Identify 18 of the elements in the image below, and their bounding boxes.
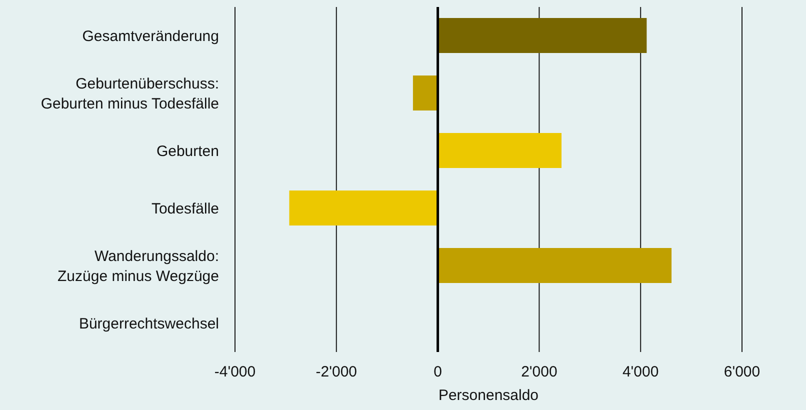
- bar: [438, 248, 672, 283]
- x-axis-title: Personensaldo: [438, 387, 539, 404]
- y-tick-label: Gesamtveränderung: [82, 28, 219, 45]
- bar: [438, 18, 647, 53]
- x-tick-label: -2'000: [316, 364, 358, 381]
- x-tick-label: 6'000: [724, 364, 760, 381]
- bar: [412, 76, 438, 110]
- y-tick-label: Todesfälle: [151, 200, 219, 218]
- x-tick-label: 2'000: [521, 364, 558, 381]
- x-tick-label: -4'000: [214, 364, 256, 381]
- y-tick-label: Geburten: [156, 142, 219, 160]
- y-tick-label: Wanderungssaldo: Zuzüge minus Wegzüge: [58, 248, 219, 285]
- y-tick-label: Bürgerrechtswechsel: [78, 315, 219, 332]
- x-tick-label: 0: [434, 364, 442, 381]
- bar: [438, 133, 562, 168]
- bar: [289, 190, 438, 226]
- x-tick-label: 4'000: [622, 364, 659, 381]
- y-tick-label: Geburtenüberschuss: Geburten minus Todesfälle: [40, 75, 219, 112]
